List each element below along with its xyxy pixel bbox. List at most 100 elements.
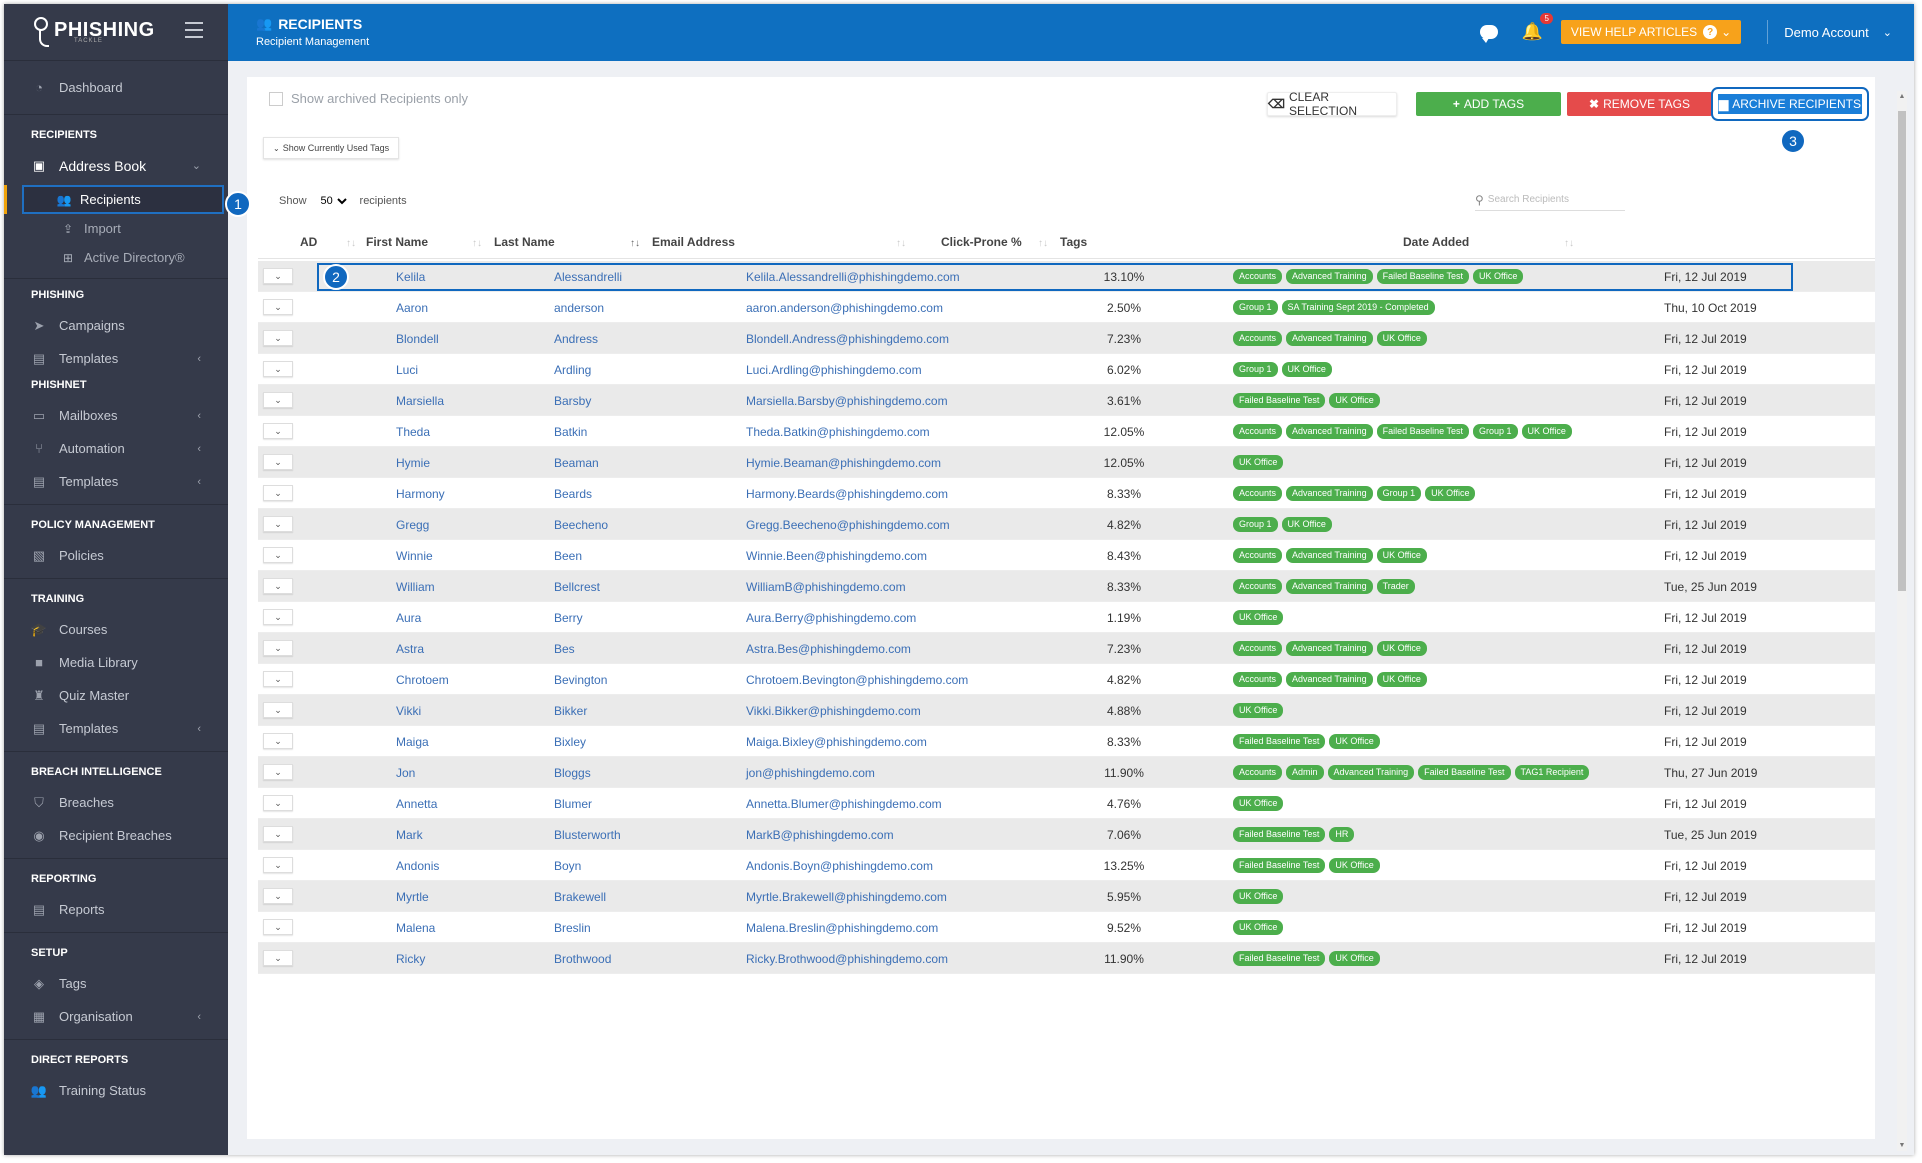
account-menu[interactable]: Demo Account ⌄	[1784, 25, 1892, 40]
sidebar-item-reports[interactable]: ▤ Reports	[4, 893, 228, 926]
sidebar-item-campaigns[interactable]: ➤ Campaigns	[4, 309, 228, 342]
cell-first-name[interactable]: Chrotoem	[396, 673, 449, 687]
cell-email[interactable]: Astra.Bes@phishingdemo.com	[746, 642, 911, 656]
cell-first-name[interactable]: Marsiella	[396, 394, 445, 408]
table-row[interactable]: ⌄ William Bellcrest WilliamB@phishingdemo.c…	[258, 571, 1875, 602]
show-used-tags-button[interactable]: ⌄ Show Currently Used Tags	[263, 137, 400, 159]
sort-icon[interactable]: ↑↓	[472, 238, 482, 249]
row-expand-chevron-icon[interactable]: ⌄	[263, 392, 293, 408]
table-row[interactable]: ⌄ Gregg Beecheno Gregg.Beecheno@phishingdem…	[258, 509, 1875, 540]
cell-email[interactable]: Kelila.Alessandrelli@phishingdemo.com	[746, 270, 960, 284]
cell-email[interactable]: jon@phishingdemo.com	[746, 766, 875, 780]
sidebar-item-dashboard[interactable]: ◔ Dashboard	[4, 71, 228, 104]
row-expand-chevron-icon[interactable]: ⌄	[263, 857, 293, 873]
cell-last-name[interactable]: Bixley	[554, 735, 587, 749]
cell-first-name[interactable]: Gregg	[396, 518, 430, 532]
sidebar-item-phishing-templates[interactable]: ▤ Templates ‹	[4, 342, 228, 375]
row-expand-chevron-icon[interactable]: ⌄	[263, 919, 293, 935]
table-row[interactable]: ⌄ Mark Blusterworth MarkB@phishingdemo.com 7…	[258, 819, 1875, 850]
row-expand-chevron-icon[interactable]: ⌄	[263, 485, 293, 501]
cell-email[interactable]: Gregg.Beecheno@phishingdemo.com	[746, 518, 950, 532]
row-expand-chevron-icon[interactable]: ⌄	[263, 330, 293, 346]
cell-email[interactable]: Hymie.Beaman@phishingdemo.com	[746, 456, 941, 470]
row-expand-chevron-icon[interactable]: ⌄	[263, 547, 293, 563]
table-row[interactable]: ⌄ Andonis Boyn Andonis.Boyn@phishingdemo.co…	[258, 850, 1875, 881]
cell-last-name[interactable]: anderson	[554, 301, 605, 315]
cell-last-name[interactable]: Barsby	[554, 394, 592, 408]
cell-email[interactable]: Blondell.Andress@phishingdemo.com	[746, 332, 949, 346]
row-expand-chevron-icon[interactable]: ⌄	[263, 671, 293, 687]
table-row[interactable]: ⌄ Hymie Beaman Hymie.Beaman@phishingdemo.co…	[258, 447, 1875, 478]
table-row[interactable]: ⌄ Blondell Andress Blondell.Andress@phishin…	[258, 323, 1875, 354]
add-tags-button[interactable]: + ADD TAGS	[1416, 92, 1561, 116]
cell-first-name[interactable]: Astra	[396, 642, 425, 656]
col-ad[interactable]: AD	[300, 235, 318, 249]
row-expand-chevron-icon[interactable]: ⌄	[263, 764, 293, 780]
cell-email[interactable]: Marsiella.Barsby@phishingdemo.com	[746, 394, 948, 408]
table-row[interactable]: ⌄ Astra Bes Astra.Bes@phishingdemo.com 7.23%…	[258, 633, 1875, 664]
cell-first-name[interactable]: Maiga	[396, 735, 429, 749]
sidebar-item-automation[interactable]: ⑂ Automation ‹	[4, 432, 228, 465]
cell-first-name[interactable]: Aaron	[396, 301, 429, 315]
search-input[interactable]	[1487, 194, 1608, 205]
cell-last-name[interactable]: Bes	[554, 642, 575, 656]
cell-last-name[interactable]: Been	[554, 549, 583, 563]
table-row[interactable]: ⌄ Ricky Brothwood Ricky.Brothwood@phishingd…	[258, 943, 1875, 974]
cell-first-name[interactable]: William	[396, 580, 435, 594]
cell-last-name[interactable]: Bloggs	[554, 766, 591, 780]
row-expand-chevron-icon[interactable]: ⌄	[263, 733, 293, 749]
col-last-name[interactable]: Last Name	[494, 235, 555, 249]
sidebar-item-breaches[interactable]: ⛉ Breaches	[4, 786, 228, 819]
col-first-name[interactable]: First Name	[366, 235, 429, 249]
cell-first-name[interactable]: Blondell	[396, 332, 439, 346]
cell-first-name[interactable]: Winnie	[396, 549, 433, 563]
cell-last-name[interactable]: Andress	[554, 332, 599, 346]
vertical-scrollbar[interactable]: ▲ ▼	[1897, 91, 1907, 1151]
row-expand-chevron-icon[interactable]: ⌄	[263, 950, 293, 966]
cell-first-name[interactable]: Ricky	[396, 952, 426, 966]
table-row[interactable]: ⌄ Vikki Bikker Vikki.Bikker@phishingdemo.co…	[258, 695, 1875, 726]
cell-email[interactable]: Myrtle.Brakewell@phishingdemo.com	[746, 890, 947, 904]
sort-icon[interactable]: ↑↓	[1038, 238, 1048, 249]
cell-email[interactable]: Annetta.Blumer@phishingdemo.com	[746, 797, 942, 811]
cell-last-name[interactable]: Blusterworth	[554, 828, 621, 842]
row-expand-chevron-icon[interactable]: ⌄	[263, 299, 293, 315]
sidebar-item-recipient-breaches[interactable]: ◉ Recipient Breaches	[4, 819, 228, 852]
row-expand-chevron-icon[interactable]: ⌄	[263, 702, 293, 718]
cell-email[interactable]: Maiga.Bixley@phishingdemo.com	[746, 735, 927, 749]
cell-email[interactable]: aaron.anderson@phishingdemo.com	[746, 301, 943, 315]
col-click-prone[interactable]: Click-Prone %	[941, 235, 1022, 249]
cell-first-name[interactable]: Jon	[396, 766, 416, 780]
row-expand-chevron-icon[interactable]: ⌄	[263, 826, 293, 842]
sidebar-item-quiz-master[interactable]: ♜ Quiz Master	[4, 679, 228, 712]
cell-email[interactable]: Luci.Ardling@phishingdemo.com	[746, 363, 922, 377]
table-row[interactable]: ⌄ Malena Breslin Malena.Breslin@phishingdem…	[258, 912, 1875, 943]
scrollbar-thumb[interactable]	[1898, 111, 1906, 591]
cell-last-name[interactable]: Ardling	[554, 363, 592, 377]
table-row[interactable]: ⌄ Maiga Bixley Maiga.Bixley@phishingdemo.co…	[258, 726, 1875, 757]
table-row[interactable]: ⌄ Jon Bloggs jon@phishingdemo.com 11.90% Acco…	[258, 757, 1875, 788]
checkbox-box[interactable]	[269, 91, 283, 106]
sidebar-item-address-book[interactable]: ▣ Address Book ⌄	[4, 149, 228, 182]
cell-email[interactable]: MarkB@phishingdemo.com	[746, 828, 894, 842]
cell-last-name[interactable]: Boyn	[554, 859, 582, 873]
sidebar-item-policies[interactable]: ▧ Policies	[4, 539, 228, 572]
table-row[interactable]: ⌄ Theda Batkin Theda.Batkin@phishingdemo.co…	[258, 416, 1875, 447]
sidebar-item-recipients[interactable]: 👥 Recipients	[4, 185, 224, 214]
table-row[interactable]: ⌄ Annetta Blumer Annetta.Blumer@phishingdem…	[258, 788, 1875, 819]
table-row[interactable]: ⌄ Aura Berry Aura.Berry@phishingdemo.com 1.1…	[258, 602, 1875, 633]
sidebar-item-mailboxes[interactable]: ▭ Mailboxes ‹	[4, 399, 228, 432]
cell-first-name[interactable]: Hymie	[396, 456, 431, 470]
table-row[interactable]: ⌄ Kelila Alessandrelli Kelila.Alessandrelli…	[258, 261, 1875, 292]
cell-email[interactable]: Harmony.Beards@phishingdemo.com	[746, 487, 949, 501]
sort-icon[interactable]: ↑↓	[1564, 238, 1574, 249]
cell-email[interactable]: Winnie.Been@phishingdemo.com	[746, 549, 927, 563]
view-help-articles-button[interactable]: VIEW HELP ARTICLES ? ⌄	[1560, 20, 1742, 44]
hamburger-menu-icon[interactable]	[185, 22, 203, 38]
table-row[interactable]: ⌄ Aaron anderson aaron.anderson@phishingdem…	[258, 292, 1875, 323]
chat-bubble-icon[interactable]	[1479, 25, 1498, 43]
cell-first-name[interactable]: Kelila	[396, 270, 426, 284]
cell-first-name[interactable]: Vikki	[396, 704, 422, 718]
cell-email[interactable]: Malena.Breslin@phishingdemo.com	[746, 921, 939, 935]
scroll-up-arrow-icon[interactable]: ▲	[1898, 93, 1906, 100]
